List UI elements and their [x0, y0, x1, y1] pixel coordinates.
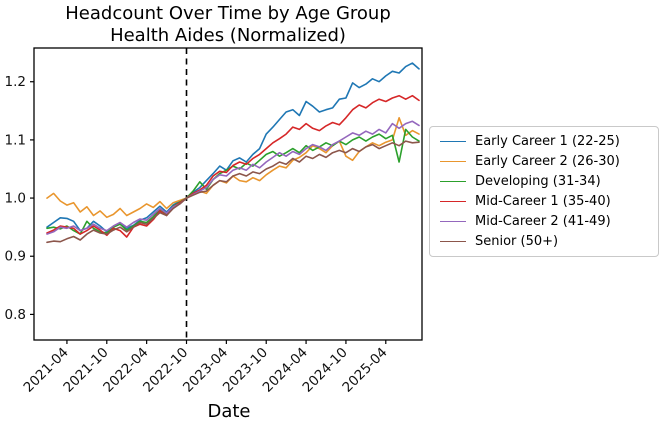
legend-line-swatch: [440, 160, 466, 162]
legend-item-early-career-1-22-25: Early Career 1 (22-25): [430, 134, 658, 149]
series-line-senior-50: [46, 140, 420, 244]
legend: Early Career 1 (22-25) Early Career 2 (26…: [429, 126, 659, 257]
series-line-developing-31-34: [46, 128, 420, 235]
legend-item-early-career-2-26-30: Early Career 2 (26-30): [430, 154, 658, 169]
y-tick-label: 0.9: [5, 249, 26, 265]
legend-line-swatch: [440, 140, 466, 142]
legend-label: Senior (50+): [475, 234, 559, 250]
chart-subtitle: Health Aides (Normalized): [110, 25, 346, 46]
y-tick-label: 1.1: [5, 132, 26, 148]
y-tick-label: 1.2: [5, 74, 26, 90]
legend-label: Mid-Career 2 (41-49): [475, 214, 611, 230]
legend-item-mid-career-2-41-49: Mid-Career 2 (41-49): [430, 214, 658, 229]
series-line-mid-career-2-41-49: [46, 120, 420, 235]
legend-item-senior-50: Senior (50+): [430, 234, 658, 249]
legend-line-swatch: [440, 201, 466, 203]
legend-label: Mid-Career 1 (35-40): [475, 194, 611, 210]
legend-item-mid-career-1-35-40: Mid-Career 1 (35-40): [430, 194, 658, 209]
legend-line-swatch: [440, 241, 466, 243]
legend-line-swatch: [440, 221, 466, 223]
series-line-early-career-1-22-25: [46, 62, 420, 233]
y-tick-label: 1.0: [5, 191, 26, 207]
series-line-mid-career-1-35-40: [46, 94, 420, 238]
legend-label: Early Career 2 (26-30): [475, 153, 620, 169]
chart-title: Headcount Over Time by Age Group: [65, 3, 391, 24]
y-tick-label: 0.8: [5, 307, 26, 323]
legend-label: Early Career 1 (22-25): [475, 133, 620, 149]
legend-item-developing-31-34: Developing (31-34): [430, 174, 658, 189]
x-axis-label: Date: [207, 401, 251, 422]
legend-line-swatch: [440, 180, 466, 182]
axes-frame: [33, 47, 423, 341]
legend-label: Developing (31-34): [475, 173, 601, 189]
